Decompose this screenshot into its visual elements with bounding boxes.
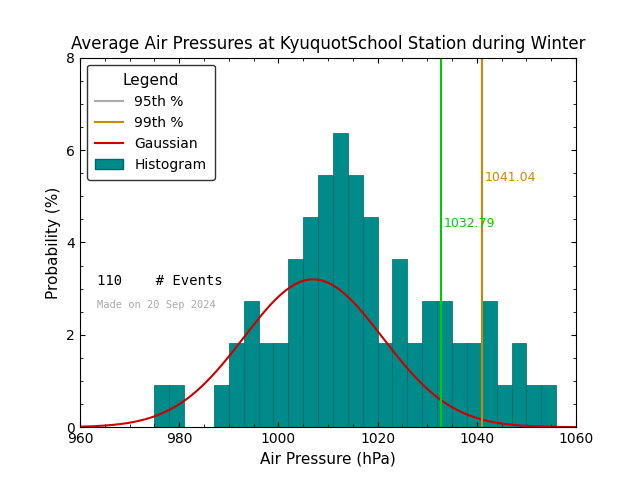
- Bar: [511, 343, 527, 427]
- Bar: [482, 301, 497, 427]
- Bar: [452, 343, 467, 427]
- Bar: [214, 385, 229, 427]
- Y-axis label: Probability (%): Probability (%): [45, 186, 61, 299]
- Bar: [170, 385, 184, 427]
- Text: 1041.04: 1041.04: [484, 171, 536, 184]
- Text: 1032.79: 1032.79: [444, 217, 495, 230]
- Bar: [467, 343, 482, 427]
- Bar: [333, 133, 348, 427]
- Bar: [541, 385, 556, 427]
- Text: 110    # Events: 110 # Events: [97, 274, 223, 288]
- Bar: [363, 217, 378, 427]
- Bar: [273, 343, 289, 427]
- Bar: [408, 343, 422, 427]
- Bar: [378, 343, 392, 427]
- Bar: [348, 175, 363, 427]
- X-axis label: Air Pressure (hPa): Air Pressure (hPa): [260, 452, 396, 467]
- Bar: [289, 259, 303, 427]
- Bar: [229, 343, 244, 427]
- Bar: [154, 385, 170, 427]
- Bar: [259, 343, 273, 427]
- Bar: [422, 301, 437, 427]
- Text: Made on 20 Sep 2024: Made on 20 Sep 2024: [97, 300, 216, 310]
- Bar: [527, 385, 541, 427]
- Bar: [244, 301, 259, 427]
- Bar: [392, 259, 408, 427]
- Bar: [318, 175, 333, 427]
- Bar: [303, 217, 318, 427]
- Bar: [437, 301, 452, 427]
- Legend: 95th %, 99th %, Gaussian, Histogram: 95th %, 99th %, Gaussian, Histogram: [87, 64, 214, 180]
- Title: Average Air Pressures at KyuquotSchool Station during Winter: Average Air Pressures at KyuquotSchool S…: [71, 35, 585, 53]
- Bar: [497, 385, 511, 427]
